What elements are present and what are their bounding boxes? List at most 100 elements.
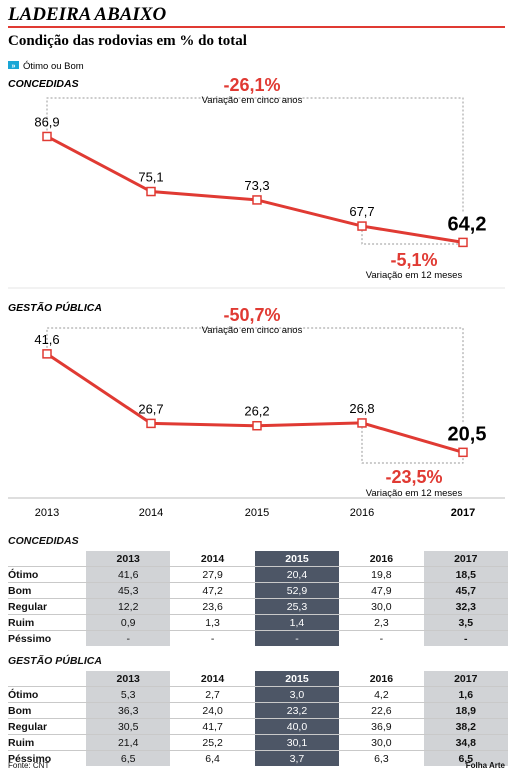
twelve-month-change-caption: Variação em 12 meses <box>366 488 463 499</box>
five-year-change-value: -26,1% <box>223 75 280 95</box>
data-label: 67,7 <box>349 204 374 219</box>
data-point <box>252 195 262 205</box>
row-label: Ruim <box>8 734 86 751</box>
table-cell: 20,4 <box>254 566 340 583</box>
table-cell: 47,9 <box>339 582 424 599</box>
table-cell: 22,6 <box>339 702 424 719</box>
line-chart-area: LADEIRA ABAIXO Condição das rodovias em … <box>7 4 505 519</box>
x-tick-label: 2015 <box>245 507 269 519</box>
row-label: Bom <box>8 582 86 599</box>
table-cell: 3,0 <box>254 686 340 703</box>
data-label: 26,2 <box>244 404 269 419</box>
table-cell: 30,1 <box>254 734 340 751</box>
table-cell: 30,0 <box>339 734 424 751</box>
twelve-month-change-value: -23,5% <box>385 467 442 487</box>
table-cell: 1,6 <box>423 686 508 703</box>
data-label: 73,3 <box>244 178 269 193</box>
table-cell: 30,5 <box>86 718 171 735</box>
data-label: 26,8 <box>349 401 374 416</box>
table-cell: 32,3 <box>423 598 508 615</box>
year-header: 2016 <box>369 672 394 685</box>
table-cell: 45,3 <box>86 582 171 599</box>
table-cell: 38,2 <box>423 718 508 735</box>
row-label: Péssimo <box>8 750 86 766</box>
table-cell: 3,5 <box>423 614 508 631</box>
table-row: Regular 12,2 23,6 25,3 30,0 32,3 <box>8 598 508 615</box>
year-header: 2015 <box>254 671 340 687</box>
source-note: Fonte: CNT <box>8 761 50 770</box>
table-cell: 36,3 <box>86 702 171 719</box>
table-cell: 27,9 <box>170 566 255 583</box>
table-cell: 52,9 <box>254 582 340 599</box>
table-cell: 2,3 <box>339 614 424 631</box>
five-year-bracket <box>46 97 464 213</box>
year-header: 2016 <box>369 552 394 565</box>
data-label: 64,2 <box>448 213 487 235</box>
legend-label: Ótimo ou Bom <box>23 61 84 72</box>
concedidas-table: 2013 2014 2015 2016 2017 Ótimo 41,6 27,9 20,4 19,… <box>8 551 508 646</box>
table-row: Bom 36,3 24,0 23,2 22,6 18,9 <box>8 702 508 719</box>
data-label: 41,6 <box>34 332 59 347</box>
gestao-publica-table: 2013 2014 2015 2016 2017 Ótimo 5,3 2,7 3,0 4,2 1,6… <box>8 671 508 766</box>
panel-title-concedidas: CONCEDIDAS <box>8 78 79 90</box>
table-cell: 6,5 <box>423 750 508 766</box>
twelve-month-change-value: -5,1% <box>390 250 437 270</box>
table-cell: 30,0 <box>339 598 424 615</box>
row-label: Ótimo <box>8 686 86 703</box>
table-cell: 45,7 <box>423 582 508 599</box>
table-cell: - <box>423 630 508 646</box>
row-label: Regular <box>8 718 86 735</box>
five-year-change-value: -50,7% <box>223 305 280 325</box>
table-cell: 40,0 <box>254 718 340 735</box>
table-cell: 0,9 <box>86 614 171 631</box>
row-label-header <box>8 671 86 687</box>
panel-title-gestao-publica: GESTÃO PÚBLICA <box>8 301 102 314</box>
year-header: 2015 <box>254 551 340 567</box>
row-label: Ótimo <box>8 566 86 583</box>
year-header: 2013 <box>86 551 171 567</box>
five-year-change-caption: Variação em cinco anos <box>202 325 303 336</box>
data-label: 26,7 <box>138 401 163 416</box>
table-row: Ótimo 41,6 27,9 20,4 19,8 18,5 <box>8 566 508 583</box>
row-label-header <box>8 551 86 567</box>
x-tick-label: 2016 <box>350 507 374 519</box>
table-cell: - <box>170 630 255 646</box>
table-row: Péssimo 6,5 6,4 3,7 6,3 6,5 <box>8 750 508 766</box>
table-row: Ótimo 5,3 2,7 3,0 4,2 1,6 <box>8 686 508 703</box>
page-subtitle: Condição das rodovias em % do total <box>8 33 247 49</box>
table-cell: 21,4 <box>86 734 171 751</box>
table-cell: 1,3 <box>170 614 255 631</box>
table-cell: 2,7 <box>170 686 255 703</box>
year-header: 2013 <box>86 671 171 687</box>
table-title-gestao-publica: GESTÃO PÚBLICA <box>8 655 102 667</box>
twelve-month-bracket <box>361 426 464 464</box>
table-cell: - <box>86 630 171 646</box>
table-cell: 18,9 <box>423 702 508 719</box>
table-cell: 47,2 <box>170 582 255 599</box>
table-row: Regular 30,5 41,7 40,0 36,9 38,2 <box>8 718 508 735</box>
x-tick-label: 2013 <box>35 507 59 519</box>
data-point <box>357 221 367 231</box>
x-tick-label: 2017 <box>451 507 475 519</box>
page-title: LADEIRA ABAIXO <box>7 4 166 25</box>
table-row: Ruim 0,9 1,3 1,4 2,3 3,5 <box>8 614 508 631</box>
table-cell: 34,8 <box>423 734 508 751</box>
table-title-concedidas: CONCEDIDAS <box>8 535 79 547</box>
table-cell: 41,6 <box>86 566 171 583</box>
five-year-change-caption: Variação em cinco anos <box>202 95 303 106</box>
row-label: Bom <box>8 702 86 719</box>
legend-arrow-icon: » <box>12 63 16 70</box>
data-label: 86,9 <box>34 114 59 129</box>
table-row: Ruim 21,4 25,2 30,1 30,0 34,8 <box>8 734 508 751</box>
table-cell: 36,9 <box>339 718 424 735</box>
data-point <box>42 131 52 142</box>
table-cell: 5,3 <box>86 686 171 703</box>
table-cell: - <box>339 630 424 646</box>
data-point <box>458 447 468 458</box>
table-cell: 25,2 <box>170 734 255 751</box>
year-header: 2017 <box>423 551 508 567</box>
table-cell: 4,2 <box>339 686 424 703</box>
data-point <box>458 237 468 248</box>
table-row: Péssimo - - - - - <box>8 630 508 646</box>
data-point <box>252 420 262 431</box>
